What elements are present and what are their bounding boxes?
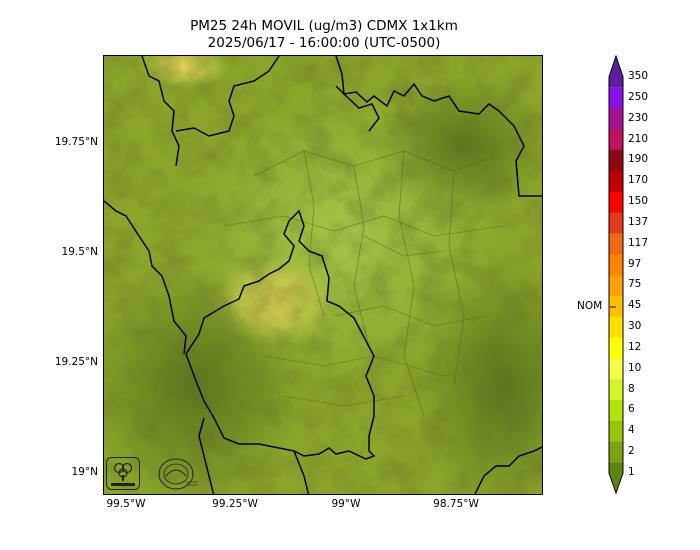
colorbar-label-137: 137 <box>628 215 649 228</box>
colorbar-segment-75 <box>609 275 623 297</box>
colorbar-segment-350 <box>609 56 623 88</box>
secretaria-logo-icon <box>158 458 198 490</box>
colorbar-segment-170 <box>609 170 623 193</box>
colorbar-segment-1 <box>609 462 623 493</box>
colorbar-segment-2 <box>609 441 623 464</box>
lat-label-19-75: 19.75°N <box>54 136 98 148</box>
colorbar-label-4: 4 <box>628 424 635 437</box>
colorbar-label-2: 2 <box>628 445 635 458</box>
colorbar-segment-150 <box>609 191 623 213</box>
colorbar-label-97: 97 <box>628 257 642 270</box>
colorbar-label-75: 75 <box>628 278 642 291</box>
title-line-2: 2025/06/17 - 16:00:00 (UTC-0500) <box>207 35 441 51</box>
sedema-logo-icon <box>106 457 140 490</box>
colorbar-label-45: 45 <box>628 299 642 312</box>
colorbar-label-210: 210 <box>628 132 649 145</box>
pm25-map <box>103 55 543 495</box>
colorbar-segment-30 <box>609 316 623 339</box>
colorbar-label-12: 12 <box>628 340 642 353</box>
colorbar-segment-12 <box>609 337 623 359</box>
lat-label-19-25: 19.25°N <box>54 356 98 368</box>
sedema-logo <box>106 457 140 490</box>
colorbar-segment-137 <box>609 212 623 234</box>
colorbar-label-1: 1 <box>628 466 635 478</box>
colorbar-label-190: 190 <box>628 153 649 166</box>
lon-label-99: 99°W <box>331 498 361 510</box>
municipal-boundaries <box>223 150 505 417</box>
colorbar-segment-230 <box>609 108 623 130</box>
lon-label-99-25: 99.25°W <box>212 498 258 510</box>
colorbar-label-230: 230 <box>628 111 649 124</box>
lat-label-19: 19°N <box>71 466 98 478</box>
colorbar-segment-45 <box>609 295 623 318</box>
nom-tick <box>610 306 616 308</box>
colorbar-label-8: 8 <box>628 382 635 395</box>
colorbar-label-10: 10 <box>628 361 642 374</box>
colorbar-label-150: 150 <box>628 195 649 208</box>
colorbar-label-170: 170 <box>628 174 649 187</box>
lon-label-98-75: 98.75°W <box>433 498 479 510</box>
colorbar-label-350: 350 <box>628 70 649 82</box>
colorbar <box>608 55 624 495</box>
lat-label-19-5: 19.5°N <box>61 246 98 258</box>
colorbar-segment-4 <box>609 420 623 443</box>
colorbar-label-117: 117 <box>628 236 649 249</box>
colorbar-segment-117 <box>609 233 623 255</box>
map-title: PM25 24h MOVIL (ug/m3) CDMX 1x1km 2025/0… <box>104 18 544 52</box>
secretaria-logo <box>156 456 200 492</box>
colorbar-segment-210 <box>609 129 623 151</box>
state-boundaries <box>104 56 542 494</box>
colorbar-segment-97 <box>609 254 623 276</box>
colorbar-segment-10 <box>609 358 623 380</box>
colorbar-segment-8 <box>609 379 623 401</box>
colorbar-segment-190 <box>609 149 623 172</box>
colorbar-label-250: 250 <box>628 90 649 103</box>
colorbar-segment-6 <box>609 400 623 422</box>
nom-label: NOM <box>577 300 603 312</box>
colorbar-segment-250 <box>609 87 623 109</box>
title-line-1: PM25 24h MOVIL (ug/m3) CDMX 1x1km <box>190 18 458 34</box>
lon-label-99-5: 99.5°W <box>106 498 146 510</box>
colorbar-label-30: 30 <box>628 320 642 333</box>
map-canvas <box>104 56 542 494</box>
colorbar-label-6: 6 <box>628 403 635 416</box>
